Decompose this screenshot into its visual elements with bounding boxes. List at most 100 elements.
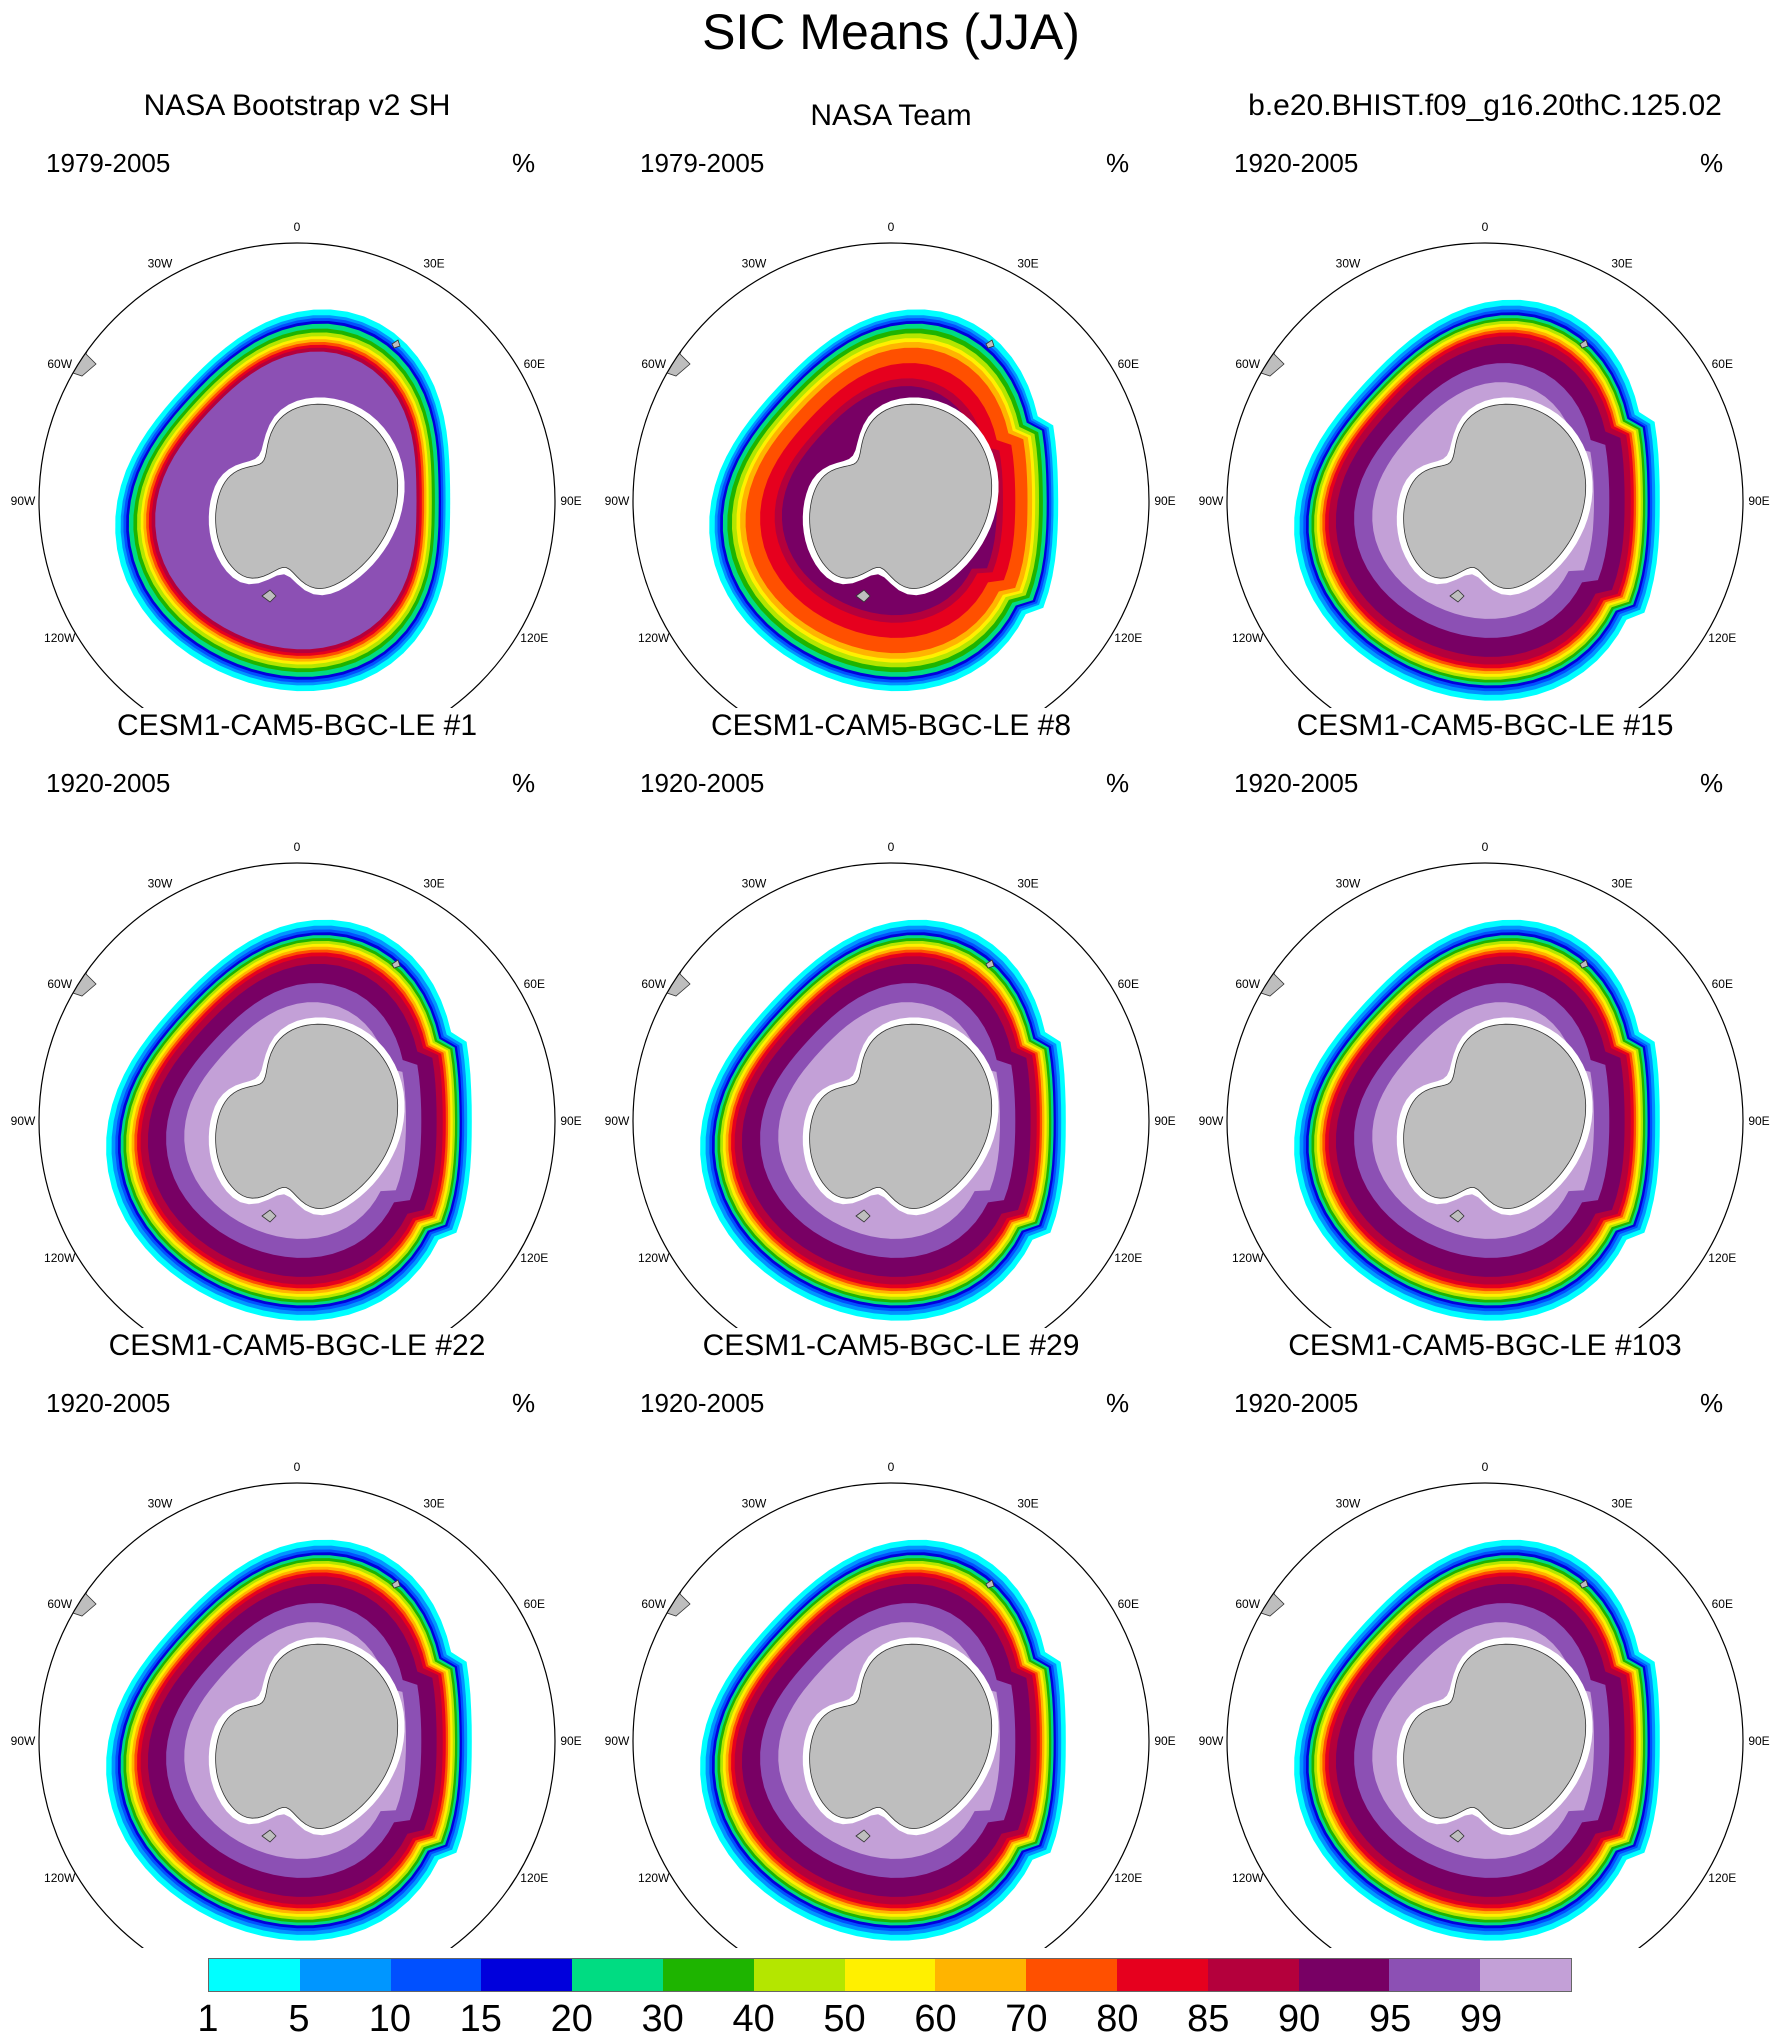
longitude-label: 90W — [1199, 1114, 1224, 1128]
longitude-label: 60E — [524, 1597, 545, 1611]
panel-period: 1979-2005 — [46, 148, 171, 178]
longitude-label: 120E — [1708, 1871, 1736, 1885]
longitude-label: 120E — [520, 1871, 548, 1885]
longitude-label: 30W — [148, 1497, 173, 1511]
panel-title: NASA Bootstrap v2 SH — [143, 89, 451, 122]
island-land — [855, 1829, 871, 1843]
panel-unit: % — [1106, 1388, 1130, 1418]
island-land — [985, 339, 995, 349]
island-land — [391, 1579, 401, 1589]
longitude-label: 30E — [423, 877, 444, 891]
map-boundary — [632, 1482, 1150, 1948]
longitude-label: 30W — [742, 1497, 767, 1511]
map-panel: 030E60E90E120E150E180150W120W90W60W30WNA… — [0, 88, 594, 708]
colorbar-label: 50 — [823, 1998, 866, 2040]
colorbar-label: 95 — [1368, 1998, 1412, 2040]
sea-ice-field — [1233, 1539, 1660, 1941]
colorbar-cell — [1298, 1959, 1390, 1991]
colorbar-cell — [390, 1959, 482, 1991]
main-title: SIC Means (JJA) — [702, 4, 1080, 60]
longitude-label: 90E — [1154, 1734, 1175, 1748]
panel-title: NASA Team — [810, 99, 972, 132]
longitude-label: 90W — [11, 494, 36, 508]
longitude-label: 60W — [47, 1597, 72, 1611]
colorbar-cell — [299, 1959, 391, 1991]
longitude-label: 90E — [560, 1114, 581, 1128]
longitude-label: 0 — [1482, 840, 1489, 854]
panel-unit: % — [1700, 768, 1724, 798]
colorbar-label: 1 — [197, 1998, 219, 2040]
panel-unit: % — [1106, 768, 1130, 798]
panel-period: 1920-2005 — [640, 1388, 765, 1418]
longitude-label: 0 — [294, 840, 301, 854]
longitude-label: 0 — [1482, 220, 1489, 234]
colorbar-cell — [753, 1959, 845, 1991]
map-panel: 030E60E90E120E150E180150W120W90W60W30WCE… — [1188, 1328, 1782, 1948]
longitude-label: 0 — [294, 1460, 301, 1474]
colorbar-cell — [1389, 1959, 1481, 1991]
colorbar-cell — [1207, 1959, 1299, 1991]
longitude-label: 120W — [638, 1251, 670, 1265]
colorbar-labels: 1 5 10 15 20 30 40 50 60 70 80 85 90 95 99 — [197, 1998, 1572, 2042]
map-boundary — [38, 242, 556, 708]
map-panel: 030E60E90E120E150E180150W120W90W60W30WCE… — [594, 1328, 1188, 1948]
longitude-label: 60W — [641, 1597, 666, 1611]
panel-title: CESM1-CAM5-BGC-LE #29 — [702, 1329, 1080, 1362]
longitude-label: 120W — [44, 1251, 76, 1265]
polar-map: 030E60E90E120E150E180150W120W90W60W30W — [605, 220, 1176, 708]
longitude-label: 90E — [560, 494, 581, 508]
panel-period: 1920-2005 — [1234, 148, 1359, 178]
longitude-label: 30W — [148, 877, 173, 891]
panel-title: CESM1-CAM5-BGC-LE #15 — [1296, 709, 1674, 742]
sea-ice-field — [639, 309, 1059, 692]
panel-title: CESM1-CAM5-BGC-LE #1 — [116, 709, 478, 742]
longitude-label: 30W — [1336, 877, 1361, 891]
longitude-label: 0 — [888, 1460, 895, 1474]
longitude-label: 90E — [1748, 1734, 1769, 1748]
antarctica-land — [809, 403, 993, 590]
island-land — [1449, 1829, 1465, 1843]
map-panel: 030E60E90E120E150E180150W120W90W60W30WCE… — [594, 708, 1188, 1328]
longitude-label: 120W — [44, 631, 76, 645]
island-land — [1579, 1579, 1589, 1589]
longitude-label: 60W — [1235, 1597, 1260, 1611]
polar-map: 030E60E90E120E150E180150W120W90W60W30W — [11, 840, 582, 1328]
map-boundary — [38, 862, 556, 1328]
antarctica-land — [1403, 403, 1587, 590]
map-boundary — [1226, 242, 1744, 708]
panel-period: 1979-2005 — [640, 148, 765, 178]
island-land — [1579, 339, 1589, 349]
panel-title: CESM1-CAM5-BGC-LE #8 — [710, 709, 1072, 742]
polar-map: 030E60E90E120E150E180150W120W90W60W30W — [605, 840, 1176, 1328]
island-land — [1449, 1209, 1465, 1223]
longitude-label: 0 — [888, 220, 895, 234]
longitude-label: 120E — [1114, 1251, 1142, 1265]
panel-unit: % — [1106, 148, 1130, 178]
antarctica-land — [1403, 1023, 1587, 1210]
longitude-label: 120W — [638, 1871, 670, 1885]
colorbar-label: 30 — [641, 1998, 684, 2040]
panel-period: 1920-2005 — [1234, 1388, 1359, 1418]
longitude-label: 120E — [1708, 631, 1736, 645]
map-panel: 030E60E90E120E150E180150W120W90W60W30WCE… — [0, 1328, 594, 1948]
longitude-label: 60W — [1235, 977, 1260, 991]
panel-unit: % — [512, 1388, 536, 1418]
colorbar-label: 70 — [1005, 1998, 1048, 2040]
longitude-label: 30E — [423, 1497, 444, 1511]
longitude-label: 30E — [1611, 1497, 1632, 1511]
map-boundary — [1226, 1482, 1744, 1948]
longitude-label: 0 — [888, 840, 895, 854]
panel-period: 1920-2005 — [46, 768, 171, 798]
polar-map: 030E60E90E120E150E180150W120W90W60W30W — [605, 1460, 1176, 1948]
longitude-label: 90E — [1748, 494, 1769, 508]
sea-ice-field — [639, 919, 1066, 1321]
panel-title: CESM1-CAM5-BGC-LE #103 — [1288, 1329, 1682, 1362]
colorbar-label: 80 — [1096, 1998, 1139, 2040]
colorbar-cell — [1116, 1959, 1208, 1991]
longitude-label: 120E — [1708, 1251, 1736, 1265]
longitude-label: 60E — [524, 357, 545, 371]
longitude-label: 90W — [605, 1114, 630, 1128]
longitude-label: 30W — [1336, 1497, 1361, 1511]
island-land — [855, 589, 871, 603]
island-land — [985, 959, 995, 969]
